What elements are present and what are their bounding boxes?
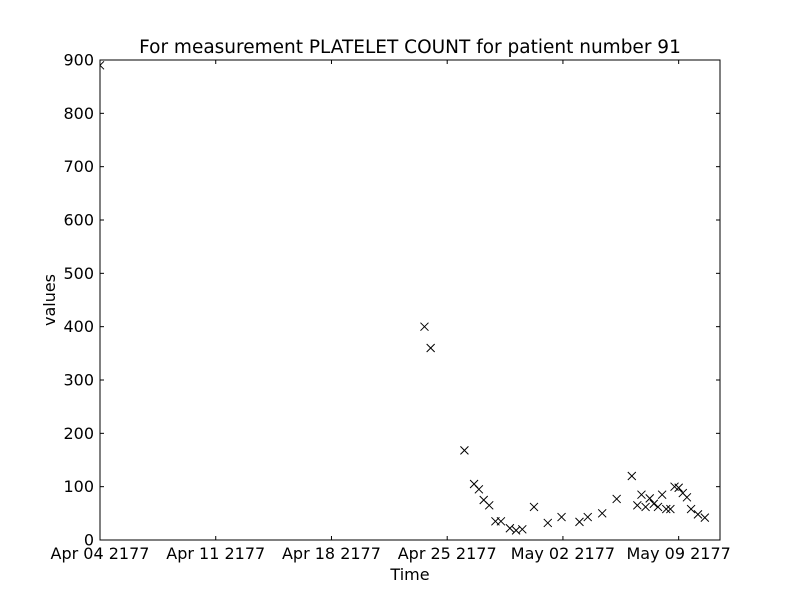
y-tick-label: 900 bbox=[63, 51, 94, 70]
data-point-marker bbox=[632, 500, 642, 510]
data-point-marker bbox=[460, 446, 469, 455]
marker-stroke bbox=[511, 526, 521, 535]
marker-stroke bbox=[99, 60, 105, 66]
data-point-marker bbox=[661, 504, 671, 514]
data-point-marker bbox=[517, 524, 527, 534]
x-axis: Apr 04 2177 Apr 11 2177 Apr 18 2177 Apr 25 … bbox=[51, 60, 731, 563]
data-point-marker bbox=[612, 494, 622, 504]
marker-stroke bbox=[469, 479, 479, 489]
data-point-marker bbox=[649, 499, 659, 509]
marker-stroke bbox=[686, 504, 696, 514]
data-point-marker bbox=[657, 490, 667, 500]
y-axis: 0 100 200 300 400 500 600 700 800 900 bbox=[63, 51, 720, 550]
marker-stroke bbox=[670, 482, 679, 492]
marker-stroke bbox=[645, 494, 655, 503]
data-point-marker bbox=[426, 343, 436, 353]
data-point-marker bbox=[641, 502, 650, 512]
data-point-marker bbox=[627, 471, 637, 481]
data-point-marker bbox=[674, 483, 684, 493]
marker-stroke bbox=[575, 517, 584, 527]
marker-stroke bbox=[700, 513, 710, 522]
marker-stroke bbox=[460, 446, 469, 455]
marker-stroke bbox=[674, 483, 684, 493]
data-point-marker bbox=[666, 504, 675, 514]
marker-stroke bbox=[666, 504, 675, 514]
marker-stroke bbox=[505, 523, 515, 533]
marker-stroke bbox=[612, 494, 622, 504]
marker-stroke bbox=[474, 484, 484, 494]
x-tick-label: May 09 2177 bbox=[627, 544, 731, 563]
data-point-marker bbox=[645, 494, 655, 503]
data-point-marker bbox=[420, 322, 429, 332]
data-points bbox=[99, 60, 710, 535]
marker-stroke bbox=[627, 471, 637, 481]
data-point-marker bbox=[583, 512, 593, 522]
y-tick-label: 300 bbox=[63, 371, 94, 390]
y-tick-label: 500 bbox=[63, 264, 94, 283]
data-point-marker bbox=[474, 484, 484, 494]
marker-stroke bbox=[517, 524, 527, 534]
data-point-marker bbox=[529, 502, 539, 512]
data-point-marker bbox=[99, 60, 105, 70]
marker-stroke bbox=[637, 490, 646, 500]
data-point-marker bbox=[505, 523, 515, 533]
marker-stroke bbox=[693, 510, 703, 519]
data-point-marker bbox=[575, 517, 584, 527]
marker-stroke bbox=[543, 518, 553, 528]
marker-stroke bbox=[484, 500, 494, 510]
data-point-marker bbox=[496, 516, 506, 526]
marker-stroke bbox=[583, 512, 593, 522]
y-tick-label: 800 bbox=[63, 104, 94, 123]
marker-stroke bbox=[496, 516, 506, 526]
x-tick-label: Apr 04 2177 bbox=[51, 544, 150, 563]
y-tick-label: 700 bbox=[63, 157, 94, 176]
data-point-marker bbox=[653, 502, 663, 512]
data-point-marker bbox=[484, 500, 494, 510]
data-point-marker bbox=[693, 510, 703, 519]
marker-stroke bbox=[632, 500, 642, 510]
marker-stroke bbox=[529, 502, 539, 512]
data-point-marker bbox=[543, 518, 553, 528]
marker-stroke bbox=[661, 504, 671, 514]
marker-stroke bbox=[420, 322, 429, 332]
y-tick-label: 600 bbox=[63, 211, 94, 230]
marker-stroke bbox=[657, 490, 667, 500]
y-tick-label: 100 bbox=[63, 477, 94, 496]
data-point-marker bbox=[597, 508, 607, 518]
data-point-marker bbox=[637, 490, 646, 500]
marker-stroke bbox=[597, 508, 607, 518]
data-point-marker bbox=[700, 513, 710, 522]
data-point-marker bbox=[686, 504, 696, 514]
marker-stroke bbox=[426, 343, 436, 353]
x-axis-label: Time bbox=[389, 565, 429, 584]
y-axis-label: values bbox=[40, 274, 59, 326]
marker-stroke bbox=[649, 499, 659, 509]
marker-stroke bbox=[99, 64, 105, 70]
data-point-marker bbox=[557, 512, 566, 522]
x-tick-label: Apr 11 2177 bbox=[166, 544, 265, 563]
y-tick-label: 0 bbox=[84, 531, 94, 550]
y-tick-label: 400 bbox=[63, 317, 94, 336]
marker-stroke bbox=[641, 502, 650, 512]
x-tick-label: Apr 25 2177 bbox=[398, 544, 497, 563]
marker-stroke bbox=[682, 492, 692, 502]
y-tick-label: 200 bbox=[63, 424, 94, 443]
marker-stroke bbox=[557, 512, 566, 522]
chart-title: For measurement PLATELET COUNT for patie… bbox=[139, 37, 681, 58]
x-tick-label: May 02 2177 bbox=[511, 544, 615, 563]
marker-stroke bbox=[678, 488, 688, 498]
plot-area-frame bbox=[99, 59, 721, 541]
data-point-marker bbox=[682, 492, 692, 502]
x-tick-label: Apr 18 2177 bbox=[282, 544, 381, 563]
marker-stroke bbox=[653, 502, 663, 512]
marker-stroke bbox=[479, 495, 489, 505]
